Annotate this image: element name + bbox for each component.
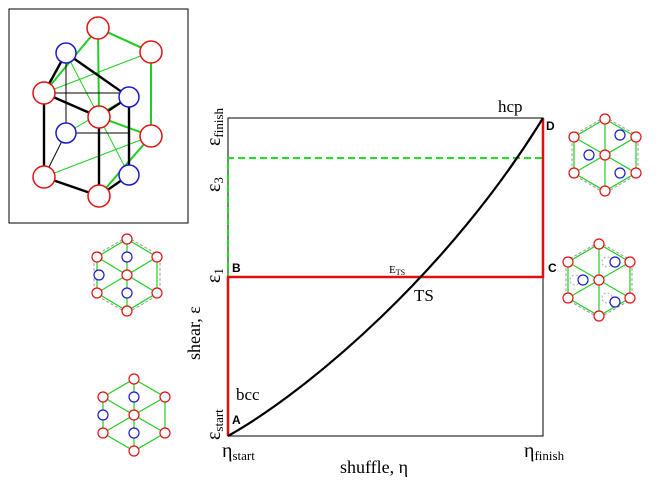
point-label-d: D <box>546 119 555 133</box>
ets-label: ETS <box>389 264 405 277</box>
energy-path-plot: A B C D bcc hcp TS ETS ηstart ηfinish sh… <box>184 97 565 477</box>
x-tick-start: ηstart <box>222 440 255 463</box>
x-tick-finish: ηfinish <box>524 440 565 463</box>
x-axis-label: shuffle, η <box>340 457 408 477</box>
ts-label: TS <box>414 286 434 305</box>
point-label-a: A <box>232 413 241 427</box>
crystal-cell-inset <box>8 8 189 224</box>
hcp-label: hcp <box>498 97 523 116</box>
path-red <box>226 118 545 436</box>
point-label-c: C <box>548 261 557 275</box>
y-tick-finish: εfinish <box>203 107 226 146</box>
y-axis-label: shear, ε <box>184 306 204 360</box>
lattice-view-c <box>562 238 636 322</box>
y-tick-3: ε3 <box>203 177 226 192</box>
y-tick-1: ε1 <box>203 268 226 283</box>
lattice-view-bcc <box>97 373 171 457</box>
minimum-energy-curve <box>227 117 544 437</box>
bcc-label: bcc <box>236 385 260 404</box>
point-label-b: B <box>232 261 241 275</box>
y-tick-start: εstart <box>203 409 226 440</box>
path-green-dashed <box>227 157 543 434</box>
lattice-view-hcp <box>568 113 642 197</box>
lattice-view-b <box>91 233 163 317</box>
